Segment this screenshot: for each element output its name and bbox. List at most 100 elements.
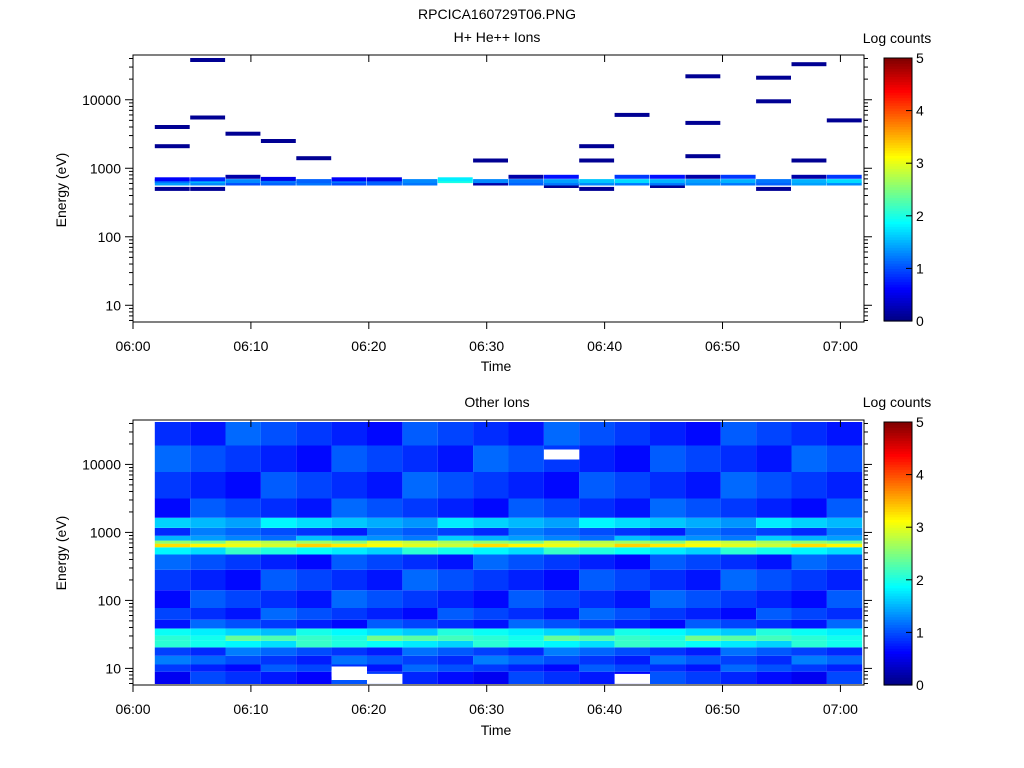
panel2-cell [473,422,509,446]
panel2-cell [685,422,721,446]
panel1-colorbar-step [884,97,912,101]
panel1-colorbar-step [884,255,912,259]
panel2-cell [154,569,191,591]
panel2-cell [614,628,650,636]
panel2-cell [685,664,721,672]
panel1-colorbar-step [884,76,912,80]
panel2-cell [331,628,367,636]
panel2-cell [508,543,544,548]
panel2-cell [614,619,650,629]
panel2-cell [260,540,297,544]
panel2-colorbar-step [884,640,912,644]
panel2-cell [685,543,721,548]
panel1-colorbar-step [884,263,912,267]
panel1-cell [190,181,226,186]
panel1-cell [473,158,508,163]
panel2-cell [720,554,757,570]
panel2-colorbar-step [884,477,912,481]
panel2-cell [260,543,297,548]
panel2-colorbar-step [884,579,912,584]
panel2-cell [437,635,474,641]
panel2-cell [260,445,297,472]
panel1-cell [260,139,296,143]
panel2-cell [296,569,332,591]
panel2-cell [579,422,615,446]
panel1-cell [225,131,261,136]
panel2-cell [225,535,261,541]
panel2-cell [296,628,332,636]
panel2-cell [579,445,615,472]
panel1-colorbar-step [884,139,912,143]
panel2-cell [650,543,686,548]
panel2-cell [543,543,580,548]
panel1-cell [720,179,756,184]
panel2-x-tick-label: 06:40 [587,701,622,717]
panel2-colorbar-step [884,464,912,468]
panel2-cell [260,628,297,636]
panel2-cell [508,640,544,648]
figure-title: RPCICA160729T06.PNG [418,6,576,22]
panel2-cell [791,498,827,518]
panel2-cell [331,498,367,518]
panel-h-he-ions: H+ He++ Ions 06:00 06:10 06:20 06:30 06:40 06… [53,29,931,374]
panel2-cell [402,590,438,608]
panel1-colorbar-step [884,123,912,127]
panel2-colorbar-step [884,440,912,444]
panel2-cell [826,655,863,665]
panel2-cell [331,635,367,641]
panel2-colorbar-step [884,469,912,473]
panel2-cell [473,498,509,518]
panel2-cell [756,445,792,472]
panel1-cell [579,158,615,163]
panel2-cell [296,590,332,608]
panel2-colorbar-step [884,506,912,510]
panel2-colorbar-step [884,574,912,578]
panel2-cell [367,628,403,636]
panel1-colorbar-frame [883,57,913,322]
panel2-colorbar-step [884,498,912,502]
panel2-colorbar-step [884,521,912,526]
panel1-cell [826,118,862,123]
panel2-cell [154,547,191,555]
panel1-cell [508,181,544,186]
panel1-colorbar-step [884,213,912,217]
panel2-cell [579,655,615,665]
panel2-cell [720,628,757,636]
panel1-colorbar-step [884,247,912,251]
panel2-cell [296,619,332,629]
panel2-cell [826,664,863,672]
panel2-colorbar-step [884,545,912,549]
panel1-cell [296,156,332,161]
panel1-colorbar-step [884,113,912,117]
panel2-cell [614,528,650,536]
panel2-cell [402,517,438,528]
panel2-cell [756,528,792,536]
panel2-cell [826,422,863,446]
panel2-colorbar-step [884,669,912,673]
panel1-colorbar-step [884,147,912,151]
panel2-colorbar-step [884,585,912,589]
panel1-colorbar-step [884,181,912,185]
panel2-cell [791,607,827,620]
panel2-cell [720,569,757,591]
panel1-colorbar: 0 1 2 3 4 5 [883,50,924,329]
panel1-cell [154,144,190,149]
panel1-cell [756,179,791,184]
panel2-cell [826,607,863,620]
panel2-colorbar-step [884,577,912,581]
panel1-cell [685,174,721,179]
panel2-cell [614,535,650,541]
panel2-cell [791,547,827,555]
panel1-colorbar-tick-label: 2 [916,208,924,224]
panel2-cell [296,635,332,641]
panel2-cell [190,569,226,591]
panel1-colorbar-step [884,63,912,67]
panel1-colorbar-step [884,305,912,309]
panel2-cell [190,543,226,548]
panel2-cell [190,640,226,648]
panel2-cell [190,647,226,656]
panel2-cell [756,517,792,528]
panel2-colorbar-step [884,679,912,683]
panel2-cell [437,445,474,472]
panel2-y-axis: 10 100 1000 10000 [82,422,872,684]
